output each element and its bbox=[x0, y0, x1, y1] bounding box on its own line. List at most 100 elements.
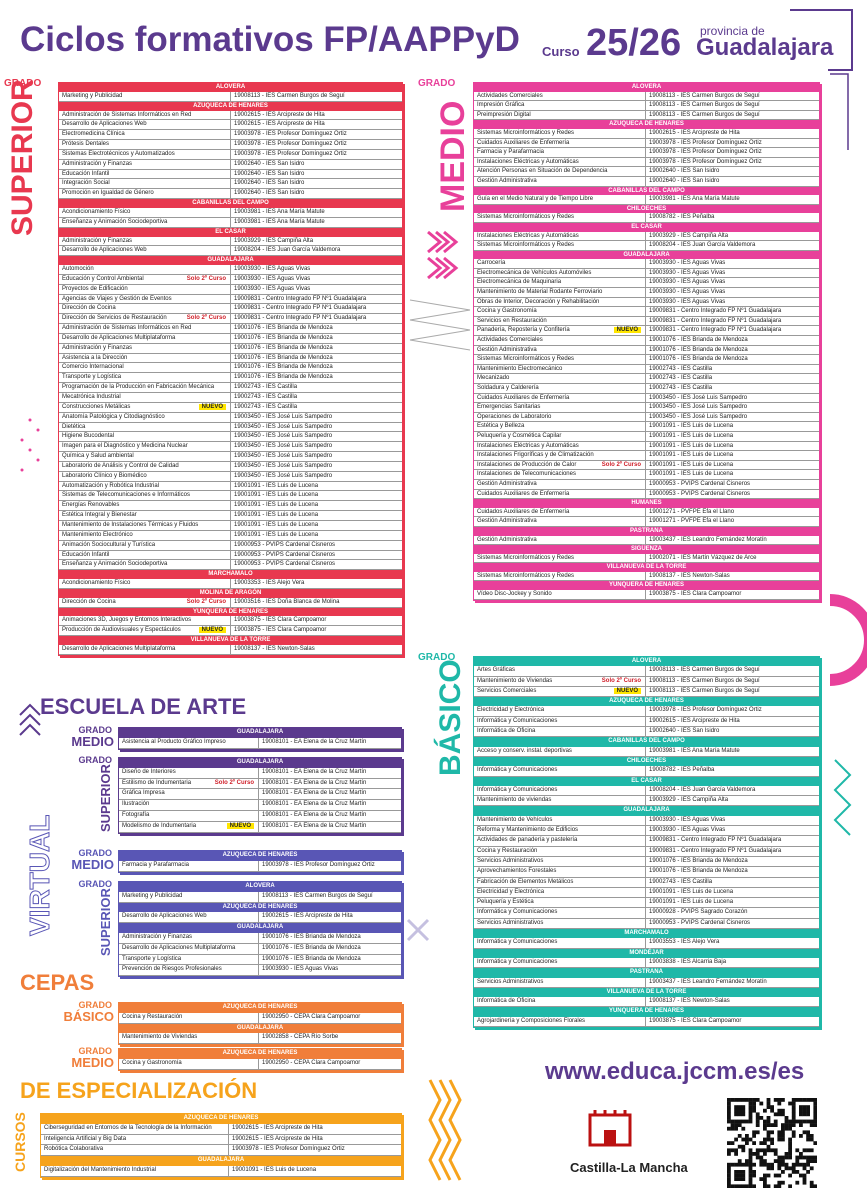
qr-module bbox=[795, 1180, 800, 1185]
course-row: Panadería, Repostería y Confitería NUEVO 1… bbox=[474, 326, 819, 337]
course-name: Preimpresión Digital bbox=[474, 110, 646, 120]
center-name: 19003981 - IES Ana María Matute bbox=[234, 218, 325, 225]
course-name: Robótica Colaborativa bbox=[41, 1145, 229, 1156]
course-tag: NUEVO bbox=[226, 822, 254, 829]
location-header: SIGÜENZA bbox=[474, 545, 819, 554]
course-text: Vídeo Disc-Jockey y Sonido bbox=[477, 591, 552, 598]
qr-module bbox=[734, 1170, 738, 1174]
center-name: 19002640 - IES San Isidro bbox=[234, 160, 305, 167]
qr-module bbox=[781, 1159, 785, 1163]
course-name: Peluquería y Cosmética Capilar bbox=[474, 431, 646, 441]
course-text: Transporte y Logística bbox=[122, 955, 182, 962]
course-row: Mantenimiento de Vehículos 19003930 - IES… bbox=[474, 815, 819, 827]
qr-module bbox=[759, 1155, 764, 1160]
course-text: Electromecánica de Vehículos Automóviles bbox=[477, 269, 592, 276]
course-name: Ciberseguridad en Entornos de la Tecnolo… bbox=[41, 1123, 229, 1134]
course-row: Agencias de Viajes y Gestión de Eventos 1… bbox=[59, 294, 402, 305]
qr-module bbox=[799, 1173, 803, 1178]
course-row: Automatización y Robótica Industrial 1900… bbox=[59, 481, 402, 492]
course-text: Cocina y Gastronomía bbox=[477, 308, 537, 315]
course-name: Mantenimiento de Viviendas bbox=[119, 1033, 259, 1044]
qr-module bbox=[788, 1137, 792, 1142]
course-name: Laboratorio de Análisis y Control de Cal… bbox=[59, 461, 231, 471]
location-header: AZUQUECA DE HENARES bbox=[119, 851, 401, 861]
course-text: Guía en el Medio Natural y de Tiempo Lib… bbox=[477, 196, 594, 203]
course-text: Prevención de Riesgos Profesionales bbox=[122, 966, 222, 973]
qr-module bbox=[766, 1184, 771, 1188]
course-row: Inteligencia Artificial y Big Data 190026… bbox=[41, 1134, 401, 1146]
course-name: Comercio Internacional bbox=[59, 363, 231, 373]
qr-module bbox=[781, 1162, 785, 1167]
qr-module bbox=[799, 1112, 803, 1117]
qr-module bbox=[752, 1134, 756, 1138]
course-text: Cuidados Auxiliares de Enfermería bbox=[477, 508, 570, 515]
qr-module bbox=[802, 1148, 807, 1153]
course-name: Digitalización del Mantenimiento Industr… bbox=[41, 1165, 229, 1176]
course-row: Actividades Comerciales 19008113 - IES Ca… bbox=[474, 91, 819, 102]
location-header: GUADALAJARA bbox=[41, 1156, 401, 1166]
qr-module bbox=[763, 1108, 767, 1113]
qr-module bbox=[791, 1130, 796, 1135]
course-text: Actividades de panadería y pastelería bbox=[477, 837, 578, 844]
course-text: Obras de Interior, Decoración y Rehabili… bbox=[477, 298, 600, 305]
qr-module bbox=[777, 1180, 782, 1185]
course-row: Mantenimiento de Viviendas Solo 2º Curso 1… bbox=[474, 676, 819, 687]
center-name: 19002615 - IES Arcipreste de Hita bbox=[234, 121, 325, 128]
course-name: Prótesis Dentales bbox=[59, 140, 231, 149]
qr-module bbox=[748, 1112, 753, 1117]
qr-module bbox=[777, 1134, 782, 1138]
qr-module bbox=[737, 1098, 742, 1102]
course-text: Agrojardinería y Composiciones Florales bbox=[477, 1017, 586, 1024]
center-name: 19003929 - IES Campiña Alta bbox=[649, 232, 729, 239]
qr-module bbox=[759, 1162, 764, 1167]
qr-module bbox=[734, 1177, 738, 1181]
course-text: Marketing y Publicidad bbox=[62, 92, 123, 99]
course-text: Automatización y Robótica Industrial bbox=[62, 482, 160, 489]
qr-module bbox=[741, 1170, 746, 1174]
qr-module bbox=[734, 1173, 738, 1178]
course-row: Asistencia a la Dirección 19001076 - IES … bbox=[59, 353, 402, 364]
qr-module bbox=[781, 1170, 785, 1174]
qr-module bbox=[763, 1162, 767, 1167]
location-header: CABANILLAS DEL CAMPO bbox=[474, 737, 819, 747]
qr-module bbox=[813, 1098, 817, 1102]
qr-module bbox=[763, 1119, 767, 1124]
course-name: Cocina y Gastronomía bbox=[119, 1058, 259, 1069]
course-row: Comercio Internacional 19001076 - IES Bri… bbox=[59, 363, 402, 374]
qr-module bbox=[727, 1177, 731, 1181]
qr-module bbox=[770, 1130, 774, 1135]
course-name: Agencias de Viajes y Gestión de Eventos bbox=[59, 294, 231, 304]
qr-module bbox=[806, 1162, 810, 1167]
qr-module bbox=[813, 1119, 817, 1124]
course-text: Mecanizado bbox=[477, 375, 510, 382]
center-name: 19001076 - IES Brianda de Mendoza bbox=[234, 374, 333, 381]
qr-module bbox=[745, 1184, 749, 1188]
course-row: Desarrollo de Aplicaciones Web 19002615 -… bbox=[59, 120, 402, 131]
course-row: Servicios Comerciales NUEVO 19008113 - IES… bbox=[474, 686, 819, 698]
course-tag: Solo 2º Curso bbox=[186, 275, 226, 282]
qr-module bbox=[813, 1108, 817, 1113]
course-text: Sistemas Microinformáticos y Redes bbox=[477, 214, 575, 221]
course-name: Dietética bbox=[59, 422, 231, 432]
course-row: Peluquería y Estética 19001091 - IES Luis… bbox=[474, 898, 819, 909]
center-name: 19003553 - IES Alejo Vera bbox=[649, 939, 720, 946]
qr-module bbox=[781, 1180, 785, 1185]
location-header: MOLINA DE ARAGÓN bbox=[59, 588, 402, 598]
qr-module bbox=[799, 1105, 803, 1109]
course-row: Robótica Colaborativa 19003978 - IES Prof… bbox=[41, 1145, 401, 1157]
qr-module bbox=[813, 1123, 817, 1127]
course-table: AZUQUECA DE HENARES Ciberseguridad en Ent… bbox=[40, 1113, 402, 1178]
course-name: Instalaciones Eléctricas y Automáticas bbox=[474, 157, 646, 167]
course-text: Gestión Administrativa bbox=[477, 480, 537, 487]
course-text: Robótica Colaborativa bbox=[44, 1146, 104, 1153]
qr-module bbox=[741, 1137, 746, 1142]
location-header: VILLANUEVA DE LA TORRE bbox=[474, 987, 819, 998]
qr-module bbox=[799, 1134, 803, 1138]
qr-module bbox=[727, 1162, 731, 1167]
course-name: Automoción bbox=[59, 265, 231, 274]
center-name: 19008113 - IES Carmen Burgos de Seguí bbox=[649, 667, 760, 674]
course-text: Modelismo de Indumentaria bbox=[122, 822, 197, 829]
course-name: Cuidados Auxiliares de Enfermería bbox=[474, 489, 646, 499]
course-row: Fotografía 19008101 - EA Elena de la Cruz… bbox=[119, 810, 401, 822]
